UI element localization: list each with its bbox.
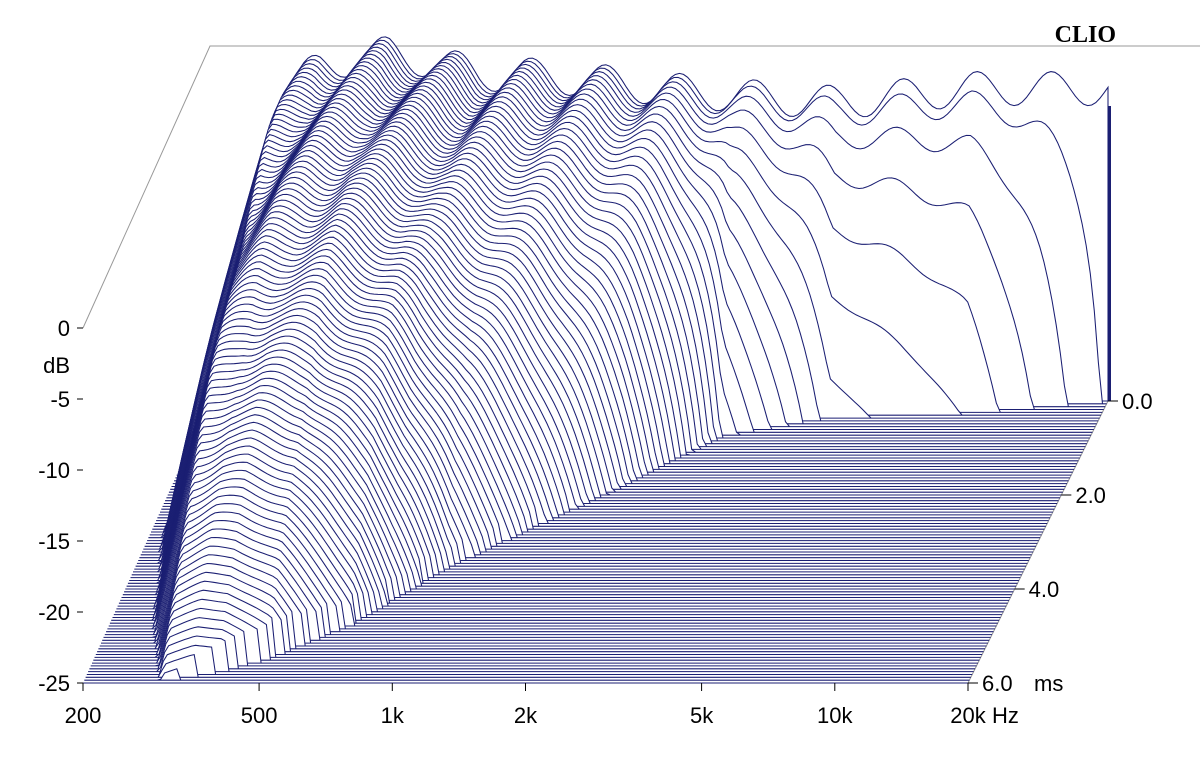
z-tick-label: 4.0 (1029, 577, 1060, 602)
clio-brand-logo: CLIO (1055, 22, 1116, 48)
x-tick-label: 10k (817, 703, 853, 728)
y-tick-label: -5 (50, 387, 70, 412)
y-tick-label: 0 (58, 316, 70, 341)
y-tick-label: -15 (38, 529, 70, 554)
x-tick-label: 1k (381, 703, 405, 728)
x-axis-unit: Hz (992, 703, 1019, 728)
y-tick-label: -10 (38, 458, 70, 483)
z-axis-unit: ms (1034, 671, 1063, 696)
back-wall-edge (82, 45, 1200, 329)
x-tick-label: 500 (241, 703, 278, 728)
waterfall-slices (83, 36, 1109, 684)
waterfall-slice (104, 519, 992, 636)
y-tick-label: -20 (38, 600, 70, 625)
axes: 0 -5 -10 -15 -20 -25 dB 200 500 1k 2k 5k 10k 20k Hz 0.0… (38, 316, 1152, 728)
z-tick-label: 2.0 (1075, 483, 1106, 508)
z-tick-label: 0.0 (1122, 389, 1153, 414)
waterfall-slice (84, 668, 970, 681)
x-tick-label: 20k (950, 703, 986, 728)
x-tick-label: 200 (65, 703, 102, 728)
x-tick-label: 2k (514, 703, 538, 728)
waterfall-slice (106, 511, 994, 633)
x-tick-label: 5k (690, 703, 714, 728)
z-tick-label: 6.0 (982, 671, 1013, 696)
y-tick-label: -25 (38, 671, 70, 696)
y-axis-unit: dB (43, 353, 70, 378)
